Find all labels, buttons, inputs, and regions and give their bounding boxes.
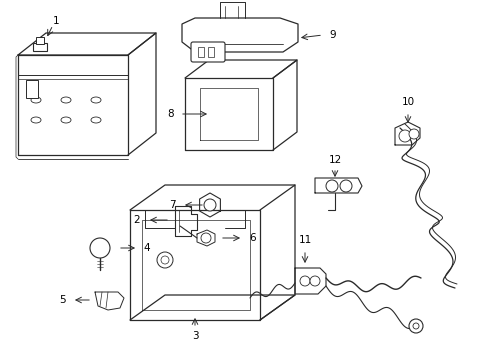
Ellipse shape — [31, 117, 41, 123]
FancyBboxPatch shape — [191, 42, 224, 62]
Text: 12: 12 — [328, 155, 341, 165]
Text: 4: 4 — [143, 243, 150, 253]
Text: 11: 11 — [298, 235, 311, 245]
Ellipse shape — [91, 117, 101, 123]
Circle shape — [325, 180, 337, 192]
Circle shape — [157, 252, 173, 268]
Circle shape — [201, 233, 210, 243]
Bar — [36, 37, 44, 44]
Text: 1: 1 — [53, 16, 59, 26]
Text: 7: 7 — [168, 200, 175, 210]
Circle shape — [408, 319, 422, 333]
Text: 10: 10 — [401, 97, 414, 107]
Bar — [33, 43, 47, 51]
Bar — [207, 47, 214, 57]
Circle shape — [161, 256, 169, 264]
Text: 2: 2 — [133, 215, 140, 225]
Ellipse shape — [61, 97, 71, 103]
Circle shape — [90, 238, 110, 258]
Text: 5: 5 — [59, 295, 65, 305]
Circle shape — [412, 323, 418, 329]
Circle shape — [339, 180, 351, 192]
Text: 3: 3 — [191, 331, 198, 341]
Text: 9: 9 — [329, 30, 336, 40]
Ellipse shape — [61, 117, 71, 123]
Circle shape — [299, 276, 309, 286]
Circle shape — [309, 276, 319, 286]
Circle shape — [408, 129, 418, 139]
Ellipse shape — [31, 97, 41, 103]
Text: 8: 8 — [167, 109, 174, 119]
Bar — [26, 80, 38, 98]
Circle shape — [203, 199, 216, 211]
Bar — [198, 47, 203, 57]
Circle shape — [398, 130, 410, 142]
Ellipse shape — [91, 97, 101, 103]
Text: 6: 6 — [249, 233, 256, 243]
